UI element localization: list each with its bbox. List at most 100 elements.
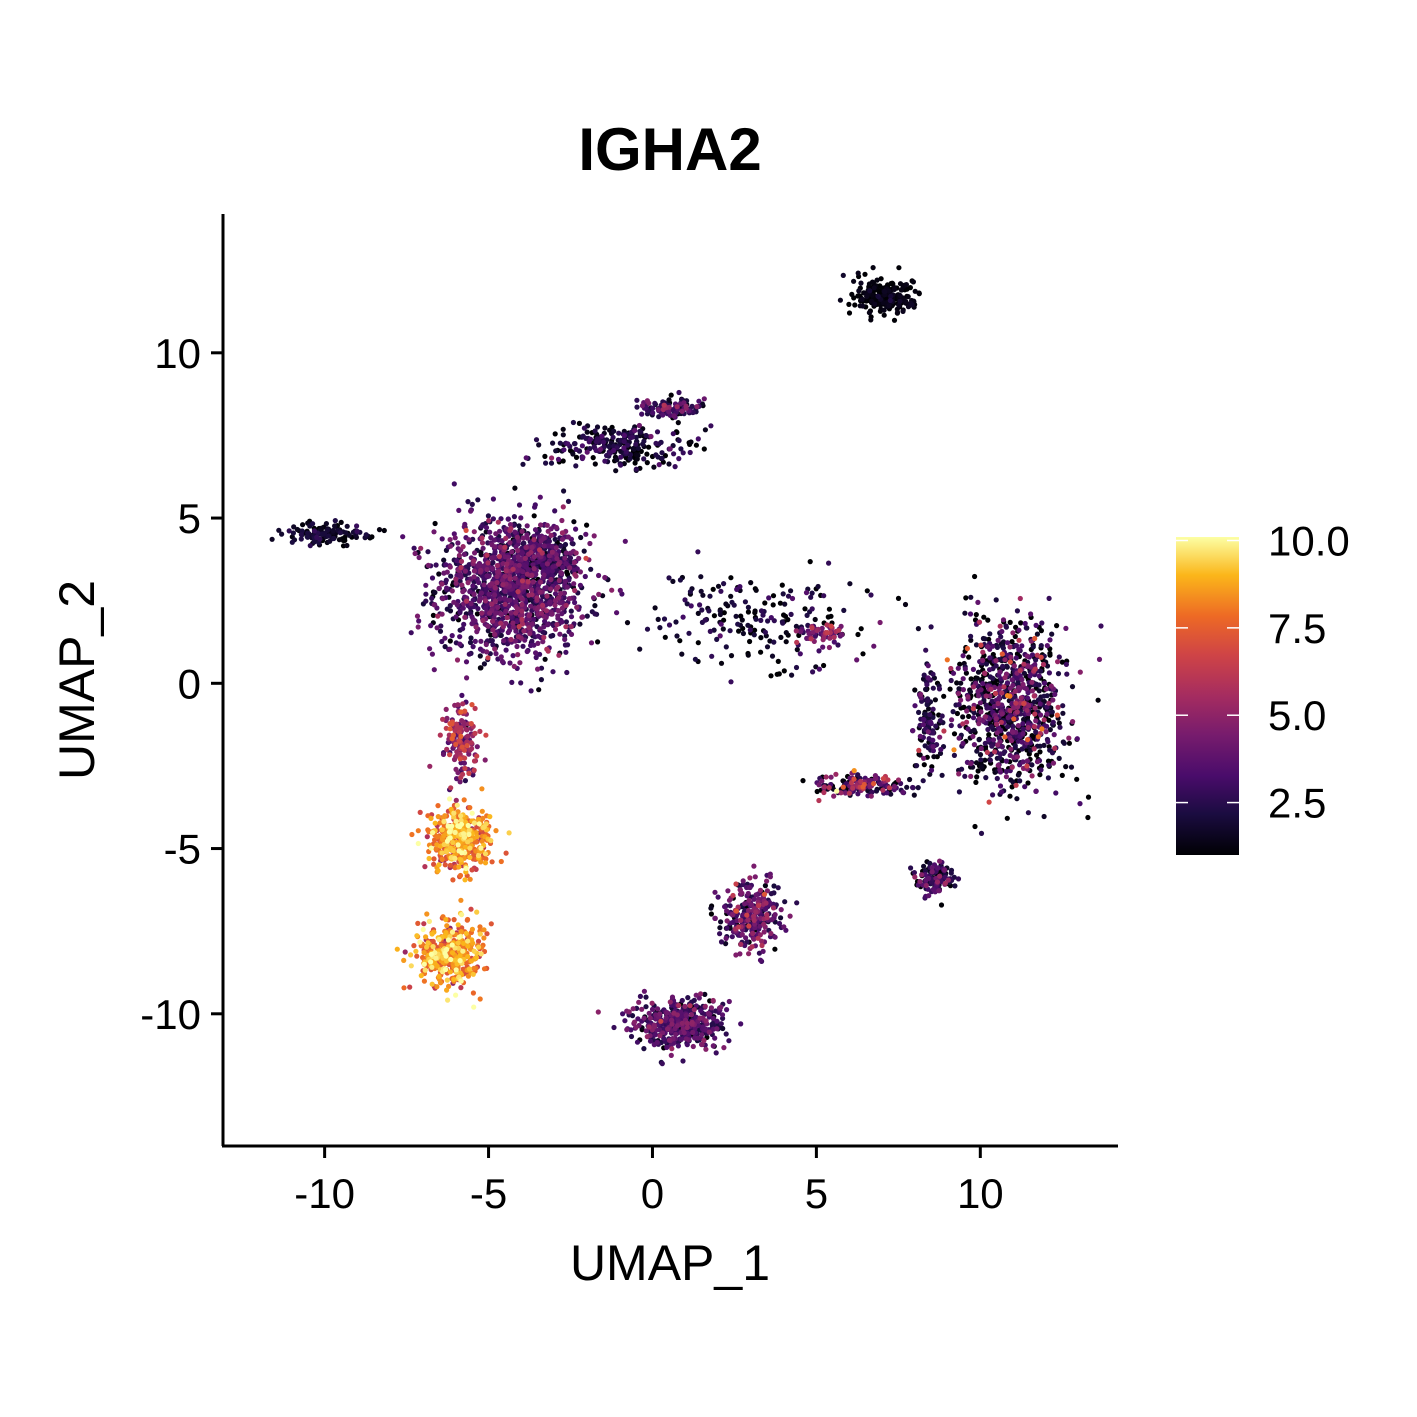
scatter-point bbox=[414, 953, 420, 959]
scatter-point bbox=[532, 504, 538, 510]
scatter-point bbox=[730, 892, 736, 899]
scatter-point bbox=[472, 730, 478, 737]
scatter-point bbox=[555, 613, 561, 619]
scatter-point bbox=[986, 737, 992, 743]
scatter-point bbox=[461, 760, 467, 766]
scatter-point bbox=[763, 900, 769, 906]
scatter-point bbox=[666, 397, 672, 403]
scatter-point bbox=[535, 633, 541, 639]
scatter-point bbox=[582, 573, 588, 580]
scatter-point bbox=[458, 564, 464, 571]
scatter-point bbox=[1001, 684, 1007, 690]
scatter-point bbox=[655, 1006, 661, 1012]
scatter-point bbox=[724, 918, 730, 924]
scatter-point bbox=[718, 1004, 724, 1010]
scatter-point bbox=[427, 763, 433, 769]
scatter-point bbox=[563, 602, 569, 608]
scatter-point bbox=[596, 591, 602, 598]
scatter-point bbox=[826, 644, 833, 651]
scatter-point bbox=[474, 753, 480, 759]
scatter-point bbox=[507, 597, 513, 603]
scatter-point bbox=[948, 870, 954, 876]
scatter-point bbox=[432, 589, 438, 596]
scatter-point bbox=[794, 639, 800, 646]
scatter-point bbox=[923, 711, 929, 718]
scatter-point bbox=[675, 420, 681, 426]
scatter-point bbox=[554, 621, 560, 628]
scatter-point bbox=[998, 634, 1004, 640]
scatter-point bbox=[974, 774, 980, 780]
scatter-point bbox=[588, 640, 595, 646]
scatter-point bbox=[746, 884, 753, 891]
scatter-point bbox=[999, 744, 1005, 750]
scatter-point bbox=[676, 437, 682, 444]
scatter-point bbox=[562, 636, 568, 643]
scatter-point bbox=[422, 864, 428, 870]
scatter-point bbox=[891, 317, 898, 323]
scatter-point bbox=[444, 585, 450, 591]
scatter-point bbox=[526, 625, 532, 631]
scatter-point bbox=[448, 543, 454, 549]
scatter-point bbox=[570, 419, 577, 426]
scatter-point bbox=[519, 528, 525, 534]
scatter-point bbox=[637, 993, 644, 1000]
scatter-point bbox=[562, 578, 569, 585]
scatter-point bbox=[715, 894, 721, 900]
scatter-point bbox=[809, 590, 815, 596]
scatter-point bbox=[976, 721, 982, 727]
scatter-point bbox=[529, 544, 535, 551]
scatter-point bbox=[835, 642, 841, 648]
scatter-point bbox=[531, 537, 537, 543]
scatter-point bbox=[593, 439, 600, 445]
scatter-point bbox=[720, 1025, 726, 1032]
scatter-point bbox=[702, 617, 708, 623]
scatter-point bbox=[439, 581, 445, 587]
scatter-point bbox=[543, 460, 549, 466]
scatter-point bbox=[660, 412, 666, 418]
scatter-point bbox=[871, 781, 877, 787]
scatter-point bbox=[416, 618, 422, 624]
scatter-point bbox=[856, 288, 862, 294]
scatter-point bbox=[1024, 707, 1030, 713]
scatter-point bbox=[1038, 767, 1044, 773]
scatter-point bbox=[676, 456, 682, 462]
scatter-point bbox=[637, 646, 643, 652]
scatter-point bbox=[747, 638, 753, 645]
scatter-point bbox=[737, 887, 743, 893]
scatter-point bbox=[988, 724, 995, 730]
scatter-point bbox=[1041, 693, 1047, 699]
scatter-point bbox=[706, 1029, 712, 1035]
scatter-point bbox=[1046, 762, 1052, 768]
scatter-point bbox=[537, 589, 543, 595]
scatter-point bbox=[680, 450, 686, 456]
scatter-point bbox=[1029, 679, 1035, 685]
scatter-point bbox=[536, 687, 542, 693]
scatter-point bbox=[1096, 656, 1103, 663]
scatter-point bbox=[1044, 704, 1050, 710]
scatter-point bbox=[982, 670, 988, 676]
scatter-point bbox=[454, 657, 461, 663]
scatter-point bbox=[808, 636, 814, 642]
scatter-point bbox=[304, 534, 311, 540]
scatter-point bbox=[971, 742, 978, 748]
scatter-point bbox=[573, 550, 579, 556]
scatter-point bbox=[559, 536, 566, 542]
chart-title: IGHA2 bbox=[578, 116, 761, 183]
scatter-point bbox=[568, 631, 575, 638]
scatter-point bbox=[956, 789, 963, 795]
scatter-point bbox=[447, 726, 453, 732]
scatter-point bbox=[687, 449, 693, 456]
scatter-point bbox=[511, 514, 517, 520]
scatter-point bbox=[610, 434, 616, 440]
scatter-point bbox=[509, 679, 515, 686]
scatter-point bbox=[699, 1032, 705, 1038]
scatter-point bbox=[494, 562, 500, 569]
scatter-point bbox=[594, 424, 601, 430]
scatter-point bbox=[428, 623, 434, 629]
scatter-point bbox=[494, 580, 500, 586]
scatter-point bbox=[745, 907, 752, 914]
scatter-point bbox=[821, 662, 827, 669]
scatter-point bbox=[986, 636, 992, 642]
scatter-point bbox=[431, 856, 437, 862]
scatter-point bbox=[742, 901, 748, 907]
